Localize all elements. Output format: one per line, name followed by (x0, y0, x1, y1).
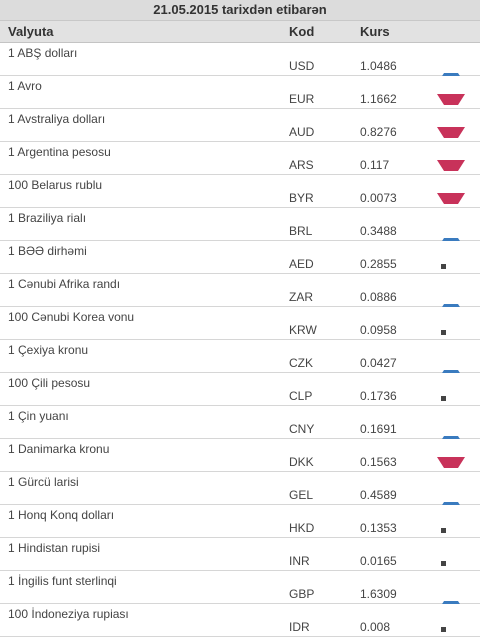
trend-unchanged-icon (441, 264, 446, 269)
exchange-rate: 0.3488 (360, 224, 397, 238)
exchange-rate: 0.0073 (360, 191, 397, 205)
table-row: 1 ABŞ dolları USD 1.0486 (0, 43, 480, 84)
currency-code: AED (289, 257, 314, 271)
currency-code: INR (289, 554, 310, 568)
table-row: 1 Honq Konq dolları HKD 0.1353 (0, 505, 480, 538)
currency-name: 1 Honq Konq dolları (8, 508, 115, 522)
exchange-rate: 0.1691 (360, 422, 397, 436)
trend-unchanged-icon (441, 627, 446, 632)
currency-name: 1 Argentina pesosu (8, 145, 111, 159)
currency-name: 1 Hindistan rupisi (8, 541, 101, 555)
table-row: 100 Belarus rublu BYR 0.0073 (0, 175, 480, 208)
table-row: 1 Çin yuanı CNY 0.1691 (0, 406, 480, 447)
currency-name: 1 Gürcü larisi (8, 475, 79, 489)
exchange-rate: 0.4589 (360, 488, 397, 502)
exchange-rate: 0.008 (360, 620, 391, 634)
exchange-rate: 0.0958 (360, 323, 397, 337)
currency-code: EUR (289, 92, 315, 106)
exchange-rate: 1.1662 (360, 92, 397, 106)
currency-code: DKK (289, 455, 314, 469)
rate-column-header: Kurs (360, 24, 390, 39)
trend-unchanged-icon (441, 561, 446, 566)
table-row: 1 Braziliya rialı BRL 0.3488 (0, 208, 480, 249)
exchange-rate: 1.0486 (360, 59, 397, 73)
currency-code: GBP (289, 587, 315, 601)
exchange-rate: 0.117 (360, 158, 390, 172)
trend-down-arrow-icon (437, 127, 465, 150)
rates-table-body: 1 ABŞ dolları USD 1.0486 1 Avro EUR 1.1662 1 A… (0, 43, 480, 637)
trend-down-arrow-icon (437, 193, 465, 216)
currency-name: 100 Belarus rublu (8, 178, 103, 192)
currency-code: CLP (289, 389, 313, 403)
currency-name: 1 Çin yuanı (8, 409, 69, 423)
table-row: 1 Çexiya kronu CZK 0.0427 (0, 340, 480, 381)
currency-name: 100 İndoneziya rupiası (8, 607, 129, 621)
currency-code: BYR (289, 191, 314, 205)
table-row: 100 Çili pesosu CLP 0.1736 (0, 373, 480, 406)
currency-column-header: Valyuta (8, 24, 54, 39)
currency-code: GEL (289, 488, 314, 502)
table-row: 1 Argentina pesosu ARS 0.117 (0, 142, 480, 175)
table-row: 1 Avstraliya dolları AUD 0.8276 (0, 109, 480, 142)
currency-code: ARS (289, 158, 314, 172)
table-row: 1 İngilis funt sterlinqi GBP 1.6309 (0, 571, 480, 612)
exchange-rate: 0.0165 (360, 554, 397, 568)
currency-name: 1 Avstraliya dolları (8, 112, 106, 126)
table-row: 100 İndoneziya rupiası IDR 0.008 (0, 604, 480, 637)
exchange-rate: 0.1736 (360, 389, 397, 403)
currency-code: AUD (289, 125, 315, 139)
exchange-rate: 1.6309 (360, 587, 397, 601)
currency-name: 1 Avro (8, 79, 42, 93)
trend-unchanged-icon (441, 528, 446, 533)
currency-code: ZAR (289, 290, 313, 304)
currency-name: 1 Cənubi Afrika randı (8, 277, 121, 291)
exchange-rate: 0.2855 (360, 257, 397, 271)
currency-code: HKD (289, 521, 315, 535)
currency-name: 1 Danimarka kronu (8, 442, 110, 456)
exchange-rate: 0.1563 (360, 455, 397, 469)
currency-code: IDR (289, 620, 310, 634)
currency-name: 1 ABŞ dolları (8, 46, 78, 60)
table-row: 1 BƏƏ dirhəmi AED 0.2855 (0, 241, 480, 274)
trend-unchanged-icon (441, 396, 446, 401)
table-header: Valyuta Kod Kurs (0, 21, 480, 43)
table-row: 1 Gürcü larisi GEL 0.4589 (0, 472, 480, 513)
table-row: 1 Avro EUR 1.1662 (0, 76, 480, 109)
code-column-header: Kod (289, 24, 315, 39)
table-title: 21.05.2015 tarixdən etibarən (0, 0, 480, 21)
table-row: 100 Cənubi Korea vonu KRW 0.0958 (0, 307, 480, 340)
currency-name: 1 Braziliya rialı (8, 211, 87, 225)
currency-name: 100 Cənubi Korea vonu (8, 310, 135, 324)
currency-code: KRW (289, 323, 317, 337)
table-row: 1 Hindistan rupisi INR 0.0165 (0, 538, 480, 571)
currency-name: 1 BƏƏ dirhəmi (8, 244, 87, 258)
table-row: 1 Danimarka kronu DKK 0.1563 (0, 439, 480, 472)
table-row: 1 Cənubi Afrika randı ZAR 0.0886 (0, 274, 480, 315)
currency-name: 100 Çili pesosu (8, 376, 91, 390)
trend-down-arrow-icon (437, 457, 465, 480)
trend-unchanged-icon (441, 330, 446, 335)
currency-code: CZK (289, 356, 313, 370)
exchange-rate: 0.1353 (360, 521, 397, 535)
currency-code: CNY (289, 422, 315, 436)
currency-name: 1 İngilis funt sterlinqi (8, 574, 117, 588)
currency-code: USD (289, 59, 315, 73)
currency-code: BRL (289, 224, 313, 238)
trend-down-arrow-icon (437, 94, 465, 117)
exchange-rate: 0.8276 (360, 125, 397, 139)
exchange-rate: 0.0886 (360, 290, 397, 304)
exchange-rate: 0.0427 (360, 356, 397, 370)
trend-down-arrow-icon (437, 160, 465, 183)
currency-name: 1 Çexiya kronu (8, 343, 89, 357)
